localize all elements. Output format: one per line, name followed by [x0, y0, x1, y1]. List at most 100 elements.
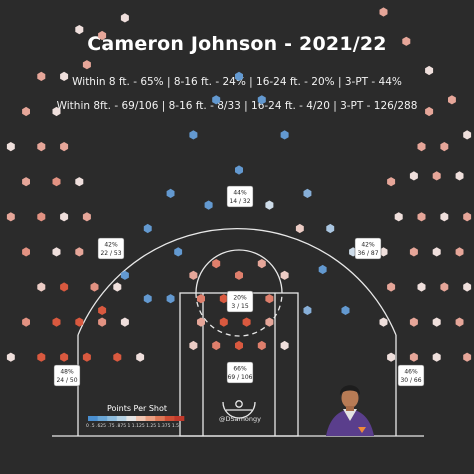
hexbin-73	[463, 282, 472, 292]
hexbin-80	[379, 317, 388, 327]
hexbin-8	[75, 317, 84, 327]
stats-line-percentages: Within 8 ft. - 65% | 8-16 ft. - 24% | 16…	[72, 76, 402, 88]
hexbin-72	[379, 247, 388, 257]
hexbin-10	[120, 317, 129, 327]
hexbin-54	[402, 36, 411, 46]
legend-swatch-9	[174, 416, 185, 421]
zone-pct-3: 48%	[60, 369, 74, 376]
hexbin-120	[257, 340, 266, 351]
hexbin-83	[409, 352, 418, 362]
zone-made-0: 69 / 106	[228, 374, 253, 381]
hexbin-67	[417, 212, 426, 222]
hexbin-19	[6, 212, 15, 222]
hexbin-108	[257, 259, 266, 269]
hexbin-56	[448, 95, 456, 105]
legend-swatch-8	[164, 416, 175, 421]
hexbin-16	[52, 247, 61, 257]
hexbin-28	[60, 142, 69, 152]
zone-label-2: 20%3 / 15	[226, 290, 254, 313]
hexbin-117	[265, 317, 274, 327]
hexbin-0	[6, 352, 15, 362]
free-throw-circle-top	[195, 249, 283, 294]
hexbin-118	[212, 340, 221, 351]
hexbin-87	[257, 95, 266, 105]
zone-pct-2: 20%	[233, 295, 247, 302]
zone-pct-7: 46%	[404, 369, 418, 376]
hexbin-116	[242, 317, 251, 327]
hexbin-106	[212, 259, 221, 269]
hexbin-90	[166, 188, 175, 198]
hexbin-26	[6, 142, 15, 152]
hexbin-25	[75, 177, 84, 187]
hexbin-61	[455, 171, 464, 181]
hexbin-109	[280, 270, 289, 280]
hexbin-104	[318, 264, 327, 275]
hexbin-53	[379, 7, 388, 17]
hexbin-9	[98, 317, 107, 327]
legend-swatch-6	[145, 416, 156, 421]
zone-made-2: 3 / 15	[231, 303, 248, 310]
hexbin-27	[37, 142, 46, 152]
hexbin-93	[326, 223, 335, 234]
hexbin-32	[60, 71, 69, 81]
zone-made-7: 30 / 66	[400, 377, 421, 384]
hexbin-55	[425, 65, 434, 76]
hexbin-124	[303, 305, 312, 315]
chart-title: Cameron Johnson - 2021/22	[87, 33, 387, 55]
hexbin-68	[394, 212, 403, 222]
zone-label-5: 44%14 / 32	[226, 185, 254, 208]
hexbin-84	[387, 352, 396, 362]
hexbin-75	[417, 282, 426, 292]
zone-pct-0: 66%	[233, 366, 247, 373]
hexbin-65	[463, 212, 472, 222]
legend-swatch-2	[107, 416, 118, 421]
hexbin-92	[143, 223, 152, 234]
hexbin-103	[98, 305, 107, 315]
hexbin-85	[212, 95, 221, 105]
hexbin-114	[197, 317, 205, 327]
zone-label-3: 48%24 / 50	[53, 364, 81, 387]
hexbin-121	[189, 340, 198, 351]
zone-made-6: 36 / 87	[357, 250, 378, 257]
hexbin-123	[166, 294, 175, 304]
hexbin-69	[455, 247, 464, 257]
hexbin-95	[120, 270, 129, 280]
hexbin-3	[82, 352, 91, 362]
zone-label-0: 66%69 / 106	[226, 361, 254, 384]
hexbin-33	[82, 60, 91, 70]
hexbin-62	[432, 171, 441, 181]
hexbin-81	[463, 352, 472, 362]
legend-swatch-7	[155, 416, 166, 421]
zone-pct-6: 42%	[361, 242, 375, 249]
hexbin-115	[219, 317, 228, 327]
hexbin-63	[409, 171, 418, 181]
hexbin-15	[22, 247, 30, 257]
rim	[235, 400, 243, 408]
hexbin-12	[60, 282, 69, 292]
hexbin-21	[60, 212, 69, 222]
hexbin-74	[440, 282, 449, 292]
hexbin-113	[265, 294, 274, 304]
hexbin-5	[136, 352, 145, 362]
legend-tick-labels: 0 .5 .625 .75 .875 1 1.125 1.25 1.375 1.…	[86, 424, 180, 429]
player-headshot	[326, 385, 374, 436]
zone-made-3: 24 / 50	[56, 377, 77, 384]
hexbin-86	[235, 71, 243, 81]
hexbin-77	[455, 317, 464, 327]
zone-made-5: 14 / 32	[229, 198, 250, 205]
hexbin-70	[432, 247, 441, 257]
hexbin-30	[52, 106, 61, 117]
free-throw-circle-bottom	[195, 292, 283, 337]
hexbin-79	[409, 317, 418, 327]
hexbin-11	[37, 282, 46, 292]
hexbin-91	[303, 188, 312, 198]
hexbin-20	[37, 212, 46, 222]
hexbin-36	[120, 13, 129, 23]
zone-label-7: 46%30 / 66	[397, 364, 425, 387]
hexbin-14	[113, 282, 122, 292]
hexbin-101	[295, 223, 304, 234]
hexbin-99	[204, 200, 213, 210]
stats-line-made-attempts: Within 8ft. - 69/106 | 8-16 ft. - 8/33 |…	[56, 100, 418, 112]
